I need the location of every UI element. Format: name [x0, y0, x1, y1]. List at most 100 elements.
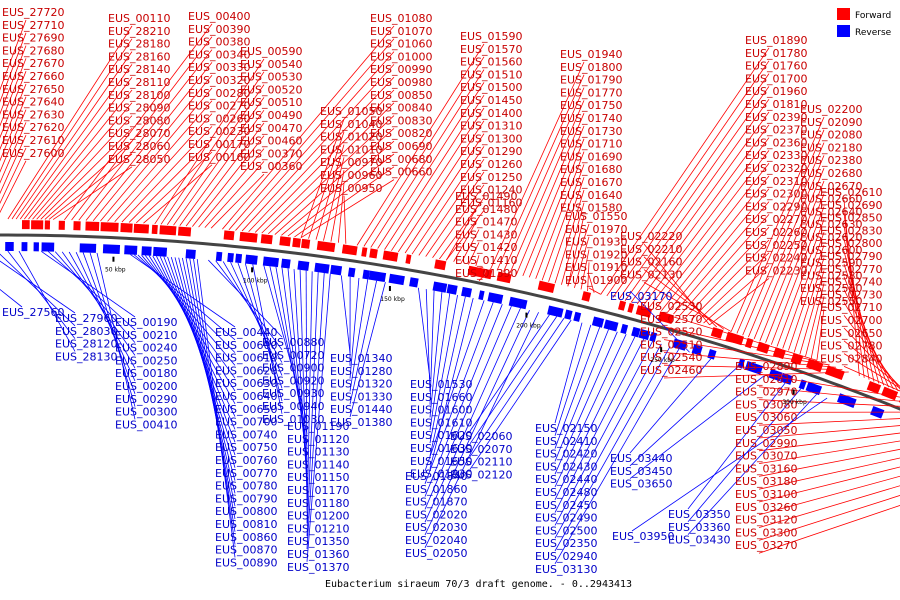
forward-gene-label: EUS_01050 [320, 105, 382, 118]
reverse-leader-line [424, 302, 494, 484]
reverse-gene-arrow [409, 277, 419, 288]
forward-leader-line [554, 189, 585, 284]
reverse-gene-label: EUS_01130 [287, 446, 349, 459]
forward-gene-label: EUS_02590 [800, 257, 862, 270]
reverse-gene-arrow [691, 344, 703, 356]
reverse-gene-label: EUS_00870 [215, 544, 277, 557]
forward-gene-label: EUS_01920 [565, 248, 627, 261]
forward-gene-arrow [100, 222, 119, 232]
forward-gene-label: EUS_27600 [2, 147, 64, 160]
forward-leader-line [460, 229, 480, 264]
forward-gene-label: EUS_28180 [108, 38, 170, 51]
reverse-gene-label: EUS_27960 [55, 312, 117, 325]
forward-gene-label: EUS_02310 [745, 175, 807, 188]
forward-gene-label: EUS_02330 [745, 149, 807, 162]
reverse-gene-arrow [631, 326, 641, 338]
reverse-gene-arrow [33, 242, 39, 252]
forward-leader-line [758, 399, 900, 407]
reverse-gene-label: EUS_01360 [287, 548, 349, 561]
forward-gene-arrow [73, 221, 81, 231]
forward-leader-line [574, 236, 590, 288]
forward-gene-label: EUS_02680 [800, 167, 862, 180]
reverse-leader-line [68, 251, 136, 369]
reverse-gene-label: EUS_02050 [405, 547, 467, 560]
forward-leader-line [121, 126, 213, 223]
reverse-gene-label: EUS_00940 [262, 400, 324, 413]
reverse-leader-line [554, 322, 583, 424]
forward-gene-label: EUS_00400 [188, 10, 250, 23]
reverse-gene-arrow [281, 258, 291, 269]
scale-tick-mark [660, 347, 663, 353]
reverse-gene-label: EUS_03130 [535, 563, 597, 576]
forward-gene-label: EUS_01550 [565, 210, 627, 223]
reverse-gene-arrow [314, 262, 330, 274]
forward-gene-label: EUS_02160 [620, 256, 682, 269]
forward-leader-line [516, 113, 585, 275]
reverse-leader-line [82, 252, 136, 394]
reverse-leader-line [469, 316, 558, 445]
forward-gene-label: EUS_01700 [745, 72, 807, 85]
reverse-leader-line [554, 324, 592, 436]
reverse-gene-label: EUS_00640 [215, 390, 277, 403]
forward-gene-label: EUS_00230 [188, 125, 250, 138]
reverse-gene-label: EUS_01620 [410, 429, 472, 442]
forward-leader-line [667, 188, 770, 313]
forward-leader-line [782, 232, 825, 349]
forward-gene-label: EUS_02650 [820, 327, 882, 340]
reverse-gene-label: EUS_00610 [215, 352, 277, 365]
forward-gene-label: EUS_02840 [820, 352, 882, 365]
forward-gene-label: EUS_01020 [320, 131, 382, 144]
forward-gene-arrow [382, 250, 399, 262]
forward-gene-label: EUS_00320 [188, 74, 250, 87]
reverse-gene-arrow [707, 349, 717, 360]
reverse-leader-line [156, 255, 236, 417]
forward-leader-line [337, 182, 345, 243]
reverse-leader-line [75, 252, 136, 382]
forward-gene-label: EUS_28050 [108, 153, 170, 166]
forward-leader-line [736, 129, 825, 334]
forward-leader-line [753, 168, 825, 340]
reverse-gene-label: EUS_02490 [535, 512, 597, 525]
forward-gene-label: EUS_01750 [560, 99, 622, 112]
forward-gene-arrow [467, 265, 486, 278]
reverse-leader-line [144, 255, 236, 379]
legend: Forward Reverse [837, 8, 892, 38]
forward-leader-line [496, 74, 585, 271]
forward-gene-label: EUS_00840 [370, 102, 432, 115]
forward-leader-line [0, 109, 27, 173]
reverse-leader-line [417, 287, 431, 380]
forward-gene-label: EUS_03060 [735, 411, 797, 424]
forward-leader-line [799, 270, 825, 355]
reverse-gene-arrow [446, 284, 458, 295]
forward-gene-arrow [361, 247, 368, 257]
forward-gene-label: EUS_02770 [820, 263, 882, 276]
forward-leader-line [160, 71, 265, 225]
forward-leader-line [748, 155, 825, 338]
forward-gene-label: EUS_01290 [460, 145, 522, 158]
forward-gene-label: EUS_02800 [820, 237, 882, 250]
reverse-gene-label: EUS_03430 [668, 534, 730, 547]
forward-leader-line [758, 425, 900, 439]
forward-gene-label: EUS_00950 [320, 182, 382, 195]
forward-leader-line [78, 49, 213, 221]
reverse-leader-line [629, 358, 712, 454]
forward-leader-line [40, 128, 133, 220]
forward-gene-label: EUS_00960 [320, 169, 382, 182]
reverse-gene-label: EUS_02150 [535, 422, 597, 435]
reverse-gene-label: EUS_28120 [55, 338, 117, 351]
reverse-gene-label: EUS_01440 [330, 403, 392, 416]
forward-gene-label: EUS_00990 [370, 63, 432, 76]
reverse-gene-label: EUS_01200 [287, 510, 349, 523]
forward-leader-line [758, 418, 900, 426]
forward-gene-label: EUS_02320 [745, 162, 807, 175]
forward-gene-arrow [239, 231, 258, 243]
reverse-gene-label: EUS_01170 [287, 484, 349, 497]
forward-gene-label: EUS_27650 [2, 83, 64, 96]
forward-gene-label: EUS_27710 [2, 19, 64, 32]
reverse-leader-line [424, 310, 530, 536]
reverse-gene-arrow [591, 316, 605, 328]
scale-tick-label: 100 kbp [243, 277, 268, 284]
forward-gene-label: EUS_00820 [370, 127, 432, 140]
reverse-leader-line [469, 319, 572, 470]
reverse-gene-label: EUS_01600 [410, 404, 472, 417]
